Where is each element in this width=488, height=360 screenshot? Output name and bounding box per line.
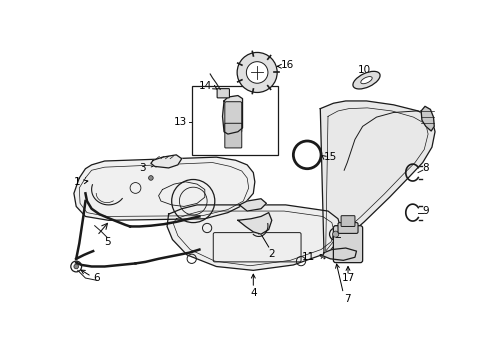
Text: 12: 12 <box>341 231 354 241</box>
Ellipse shape <box>360 77 371 84</box>
Circle shape <box>332 231 338 237</box>
Polygon shape <box>74 157 254 220</box>
Text: 8: 8 <box>422 163 428 173</box>
Circle shape <box>74 264 79 269</box>
Text: 14: 14 <box>198 81 211 91</box>
Text: 13: 13 <box>173 117 187 127</box>
FancyBboxPatch shape <box>224 123 241 148</box>
FancyBboxPatch shape <box>217 89 229 98</box>
Ellipse shape <box>352 71 379 89</box>
Text: 6: 6 <box>94 273 100 283</box>
FancyBboxPatch shape <box>341 216 354 226</box>
Polygon shape <box>151 155 182 168</box>
Polygon shape <box>320 101 434 259</box>
Polygon shape <box>322 248 356 260</box>
Text: 16: 16 <box>281 60 294 70</box>
Text: 3: 3 <box>139 163 145 173</box>
Text: 9: 9 <box>422 206 428 216</box>
Circle shape <box>237 53 277 93</box>
Text: 2: 2 <box>268 249 275 259</box>
Text: 5: 5 <box>103 237 110 247</box>
Text: 10: 10 <box>357 65 370 75</box>
Text: 7: 7 <box>343 294 350 304</box>
Polygon shape <box>420 106 433 131</box>
Text: 1: 1 <box>74 177 81 187</box>
Text: 4: 4 <box>249 288 256 298</box>
Circle shape <box>246 62 267 83</box>
Circle shape <box>148 176 153 180</box>
Polygon shape <box>239 199 266 211</box>
FancyBboxPatch shape <box>333 226 362 263</box>
Polygon shape <box>238 213 271 234</box>
Text: 17: 17 <box>341 273 354 283</box>
FancyBboxPatch shape <box>337 222 357 233</box>
Polygon shape <box>222 95 242 134</box>
Text: 11: 11 <box>301 252 314 262</box>
FancyBboxPatch shape <box>224 102 241 132</box>
Text: 15: 15 <box>324 152 337 162</box>
Polygon shape <box>167 205 341 270</box>
